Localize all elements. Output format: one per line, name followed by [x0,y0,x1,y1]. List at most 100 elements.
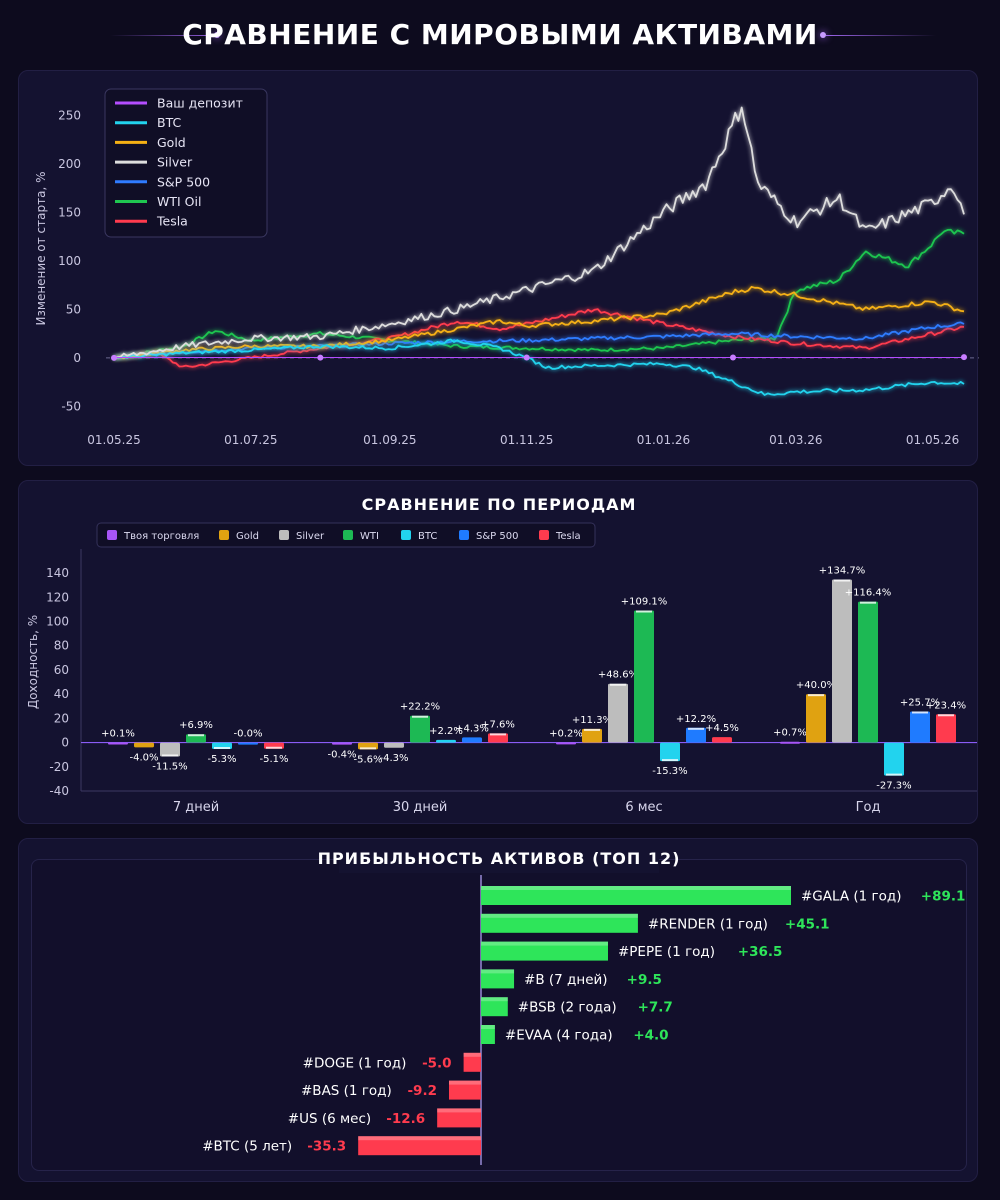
legend-label-s-p-500: S&P 500 [476,531,518,542]
hbar-label: #DOGE (1 год) [303,1055,407,1071]
bar-silver [832,579,852,743]
y-tick-label: 40 [54,687,69,701]
bar-value-label: +4.5% [705,723,739,734]
bar-value-label: -5.6% [353,754,382,765]
legend-label-ваш-депозит: Ваш депозит [157,96,243,111]
bar-s-p-500 [910,711,930,743]
hbar-label: #RENDER (1 год) [648,916,768,932]
hbar-label: #BSB (2 года) [518,1000,617,1016]
bar-value-label: -5.3% [207,754,236,765]
bar-value-label: +40.0% [796,680,836,691]
bar-silver [384,742,404,748]
hbar-value: -5.0 [422,1055,452,1071]
bar-tesla [712,737,732,743]
legend-label-твоя-торговля: Твоя торговля [123,531,199,542]
hbar-value: +36.5 [738,944,783,960]
legend-swatch-silver [279,530,289,540]
hbar-label: #BAS (1 год) [301,1083,392,1099]
legend-label-tesla: Tesla [156,214,188,229]
bar-s-p-500 [686,727,706,743]
bar-value-label: +48.6% [598,670,638,681]
hbar-highlight [481,941,608,946]
bar-value-label: +2.2% [429,726,463,737]
hbar-label: #B (7 дней) [524,972,608,988]
bar-gold [806,694,826,743]
y-tick-label: -40 [49,784,69,798]
asset-profitability-title: ПРИБЫЛЬНОСТЬ АКТИВОВ (ТОП 12) [317,849,681,868]
hbar-highlight [463,1052,481,1057]
bar-твоя-торговля [108,742,128,745]
bar-gold [582,728,602,743]
asset-profitability-title-bg [339,847,659,873]
period-bar-chart: -40 -20 0 20 40 60 80 100 120 140 Доходность, % 7 д… [26,522,977,815]
legend-label-silver: Silver [296,531,325,542]
x-tick-label: 01.05.25 [87,433,140,447]
hbar-btc-5-лет [358,1136,481,1156]
x-tick-label: 01.03.26 [769,433,822,447]
title-decor-dot-left [214,32,220,38]
legend-label-wti-oil: WTI Oil [157,194,201,209]
hbar-highlight [481,886,791,890]
hbar-value: +4.0 [633,1028,668,1044]
bar-value-label: +7.6% [481,719,515,730]
bar-value-label: +12.2% [676,714,716,725]
bar-value-label: -4.3% [379,753,408,764]
page-title: СРАВНЕНИЕ С МИРОВЫМИ АКТИВАМИ [182,18,818,51]
y-tick-label: 120 [46,590,69,604]
hbar-b-7-дней [481,969,515,989]
legend-label-gold: Gold [157,135,186,150]
legend-label-btc: BTC [157,115,181,130]
bar-value-label: +4.3% [455,723,489,734]
bar-wti [634,610,654,743]
bar-wti [410,715,430,743]
legend-swatch-твоя-торговля [107,530,117,540]
bar-value-label: +25.7% [900,697,940,708]
x-tick-label: 01.09.25 [363,433,416,447]
bar-gold [134,742,154,748]
bar-value-label: +0.2% [549,728,583,739]
bar-value-label: -15.3% [652,766,687,777]
bar-value-label: +116.4% [845,588,892,599]
series-line-wti-oil [113,228,965,359]
legend-label-s-p-500: S&P 500 [157,174,210,189]
y-tick-label: 80 [54,639,69,653]
bar-highlight [610,683,626,686]
category-label: 30 дней [393,800,448,815]
title-decor-left [110,35,220,36]
y-tick-label: 0 [61,736,69,750]
y-tick-label: 60 [54,663,69,677]
bar-value-label: +0.1% [101,728,135,739]
bar-btc [884,742,904,776]
series-line-ваш-депозит [114,355,964,360]
bar-tesla [488,733,508,743]
deposit-point [111,354,117,361]
bar-s-p-500 [462,737,482,743]
bar-value-label: +23.4% [926,700,966,711]
bar-highlight [808,694,824,697]
period-comparison-panel: СРАВНЕНИЕ ПО ПЕРИОДАМ -40 -20 0 20 40 60 80 100… [18,480,978,824]
category-label: 6 мес [625,800,662,815]
legend-label-gold: Gold [236,531,259,542]
hbar-value: -12.6 [386,1111,425,1127]
bar-highlight [266,746,282,749]
hbar-highlight [481,969,515,974]
bar-highlight [162,754,178,757]
legend-label-wti: WTI [360,531,379,542]
series-line-silver [113,106,965,359]
y-tick-label: -50 [61,399,81,413]
series-line-gold [113,285,965,360]
x-tick-label: 01.01.26 [637,433,690,447]
y-axis-label: Изменение от старта, % [34,172,48,326]
bar-btc [436,739,456,743]
deposit-point [729,354,736,361]
y-tick-label: 150 [58,205,81,219]
bar-highlight [886,773,902,776]
y-tick-label: 200 [58,157,81,171]
asset-profitability-chart: #GALA (1 год) +89.1 #RENDER (1 год) +45.1 #P… [202,875,965,1165]
hbar-gala-1-год [481,886,791,905]
y-tick-label: 140 [46,566,69,580]
bar-wti [858,601,878,743]
bar-value-label: -0.4% [327,750,356,761]
bar-value-label: -5.1% [259,754,288,765]
bar-silver [608,683,628,743]
